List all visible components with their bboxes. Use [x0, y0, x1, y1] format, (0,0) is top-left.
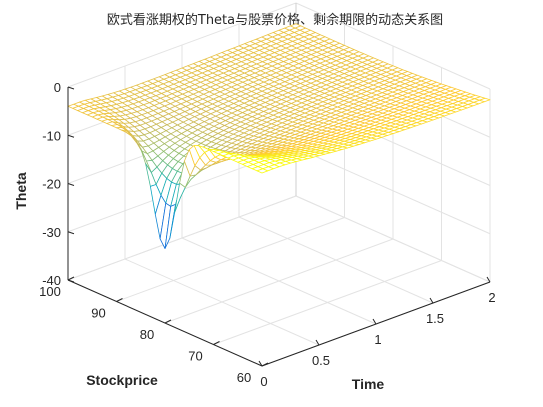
time-tick-label: 0 — [260, 374, 267, 389]
time-tick — [258, 360, 263, 367]
theta-tick-label: -10 — [42, 128, 61, 143]
stockprice-tick — [67, 276, 75, 281]
theta-tick — [67, 231, 75, 235]
z-axis-label: Theta — [13, 172, 29, 210]
surface-mesh-cell — [256, 168, 269, 174]
time-tick — [486, 276, 491, 283]
chart-title: 欧式看涨期权的Theta与股票价格、剩余期限的动态关系图 — [107, 12, 443, 28]
back-wall-grid-line — [67, 195, 297, 281]
floor-grid-line — [164, 238, 394, 324]
stockprice-tick-label: 70 — [188, 349, 202, 364]
time-tick-label: 1.5 — [426, 311, 444, 326]
theta-tick — [67, 183, 75, 186]
time-tick-label: 2 — [488, 290, 495, 305]
x-axis-label: Time — [352, 376, 385, 392]
stockprice-tick — [213, 341, 220, 345]
back-wall-grid-line — [67, 2, 297, 88]
time-tick — [372, 318, 377, 325]
floor-grid-line — [116, 217, 345, 302]
stockprice-tick-label: 100 — [39, 284, 61, 299]
time-tick-label: 1 — [374, 332, 381, 347]
time-tick — [315, 339, 320, 346]
stockprice-tick-label: 90 — [91, 306, 105, 321]
theta-tick-label: -40 — [42, 273, 61, 288]
stockprice-tick-label: 80 — [140, 327, 154, 342]
stockprice-tick — [261, 362, 269, 367]
floor-grid-line — [213, 260, 442, 345]
side-wall-grid-line — [295, 195, 491, 283]
stockprice-tick-label: 60 — [237, 370, 251, 385]
theta-tick — [67, 86, 75, 90]
side-wall-grid-line — [295, 147, 491, 235]
axis-frame — [67, 86, 491, 367]
stockprice-tick — [116, 298, 123, 302]
theta-tick — [67, 279, 75, 283]
y-axis-label: Stockprice — [86, 372, 158, 388]
theta-tick-label: -20 — [42, 177, 61, 192]
time-tick-label: 0.5 — [312, 353, 330, 368]
time-tick — [429, 297, 434, 304]
theta-tick — [67, 134, 75, 138]
theta-tick-label: 0 — [54, 80, 61, 95]
stockprice-tick — [164, 319, 172, 324]
side-wall-grid-line — [295, 2, 491, 90]
theta-surface — [67, 23, 491, 250]
theta-tick-label: -30 — [42, 225, 61, 240]
tick-labels: 0 0.5 1 1.5 2 60 70 80 90 100 0 -10 -20 -30 -40 — [39, 80, 495, 389]
